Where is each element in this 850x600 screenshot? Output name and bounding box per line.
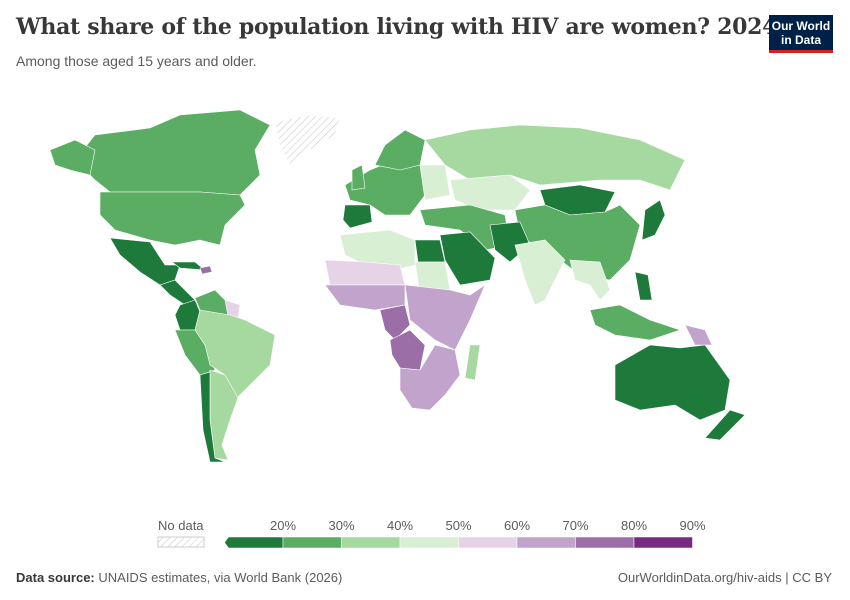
- region-new-zealand[interactable]: [704, 409, 746, 441]
- region-indonesia[interactable]: [589, 304, 681, 341]
- region-india[interactable]: [514, 239, 566, 306]
- region-australia[interactable]: [614, 344, 731, 421]
- legend-bin-0[interactable]: [224, 536, 284, 549]
- legend-bin-1[interactable]: [282, 536, 342, 549]
- legend: [157, 536, 693, 549]
- region-japan[interactable]: [641, 199, 666, 241]
- legend-no-data-label: No data: [158, 518, 204, 533]
- region-central-america[interactable]: [159, 279, 196, 306]
- legend-tick-label: 20%: [269, 518, 297, 533]
- region-greenland[interactable]: [274, 114, 341, 166]
- region-canada[interactable]: [74, 109, 271, 196]
- region-uk[interactable]: [351, 164, 366, 191]
- region-papua-new-guinea[interactable]: [684, 324, 713, 346]
- region-spain[interactable]: [342, 204, 373, 229]
- chart-title: What share of the population living with…: [16, 14, 778, 40]
- legend-tick-label: 60%: [503, 518, 531, 533]
- legend-tick-label: 50%: [445, 518, 472, 533]
- logo-text: Our World in Data: [771, 19, 831, 47]
- region-southern-africa[interactable]: [399, 344, 461, 411]
- region-kazakhstan[interactable]: [449, 174, 531, 211]
- region-algeria-libya[interactable]: [339, 229, 416, 271]
- legend-bin-3[interactable]: [399, 536, 459, 549]
- footer-url[interactable]: OurWorldinData.org/hiv-aids | CC BY: [617, 570, 832, 585]
- region-madagascar[interactable]: [464, 344, 481, 381]
- legend-tick-label: 80%: [620, 518, 648, 533]
- legend-tick-label: 90%: [679, 518, 706, 533]
- legend-no-data-swatch: [157, 536, 205, 548]
- source-label: Data source:: [16, 570, 95, 585]
- region-caribbean[interactable]: [199, 265, 213, 275]
- region-saudi-arabia[interactable]: [439, 231, 496, 286]
- region-scandinavia[interactable]: [374, 129, 426, 171]
- source-text: UNAIDS estimates, via World Bank (2026): [98, 570, 343, 585]
- region-east-africa[interactable]: [404, 284, 486, 351]
- legend-tick-label: 40%: [386, 518, 414, 533]
- legend-bin-6[interactable]: [575, 536, 635, 549]
- region-mexico[interactable]: [109, 237, 181, 286]
- region-eastern-europe[interactable]: [419, 164, 451, 201]
- region-brazil[interactable]: [194, 309, 276, 401]
- region-philippines[interactable]: [634, 271, 653, 301]
- legend-bin-4[interactable]: [458, 536, 518, 549]
- region-chile[interactable]: [199, 371, 226, 463]
- region-alaska[interactable]: [49, 139, 96, 176]
- region-egypt[interactable]: [414, 239, 446, 263]
- region-southeast-asia[interactable]: [569, 259, 611, 301]
- region-usa[interactable]: [99, 191, 246, 246]
- legend-tick-label: 30%: [328, 518, 355, 533]
- region-west-africa[interactable]: [324, 284, 406, 311]
- legend-bin-5[interactable]: [516, 536, 576, 549]
- chart-subtitle: Among those aged 15 years and older.: [16, 53, 257, 69]
- owid-logo[interactable]: Our World in Data: [769, 15, 833, 53]
- data-source: Data source: UNAIDS estimates, via World…: [16, 570, 342, 585]
- region-central-africa[interactable]: [379, 304, 411, 341]
- legend-tick-label: 70%: [562, 518, 589, 533]
- legend-bin-2[interactable]: [341, 536, 401, 549]
- legend-bin-7[interactable]: [633, 536, 693, 549]
